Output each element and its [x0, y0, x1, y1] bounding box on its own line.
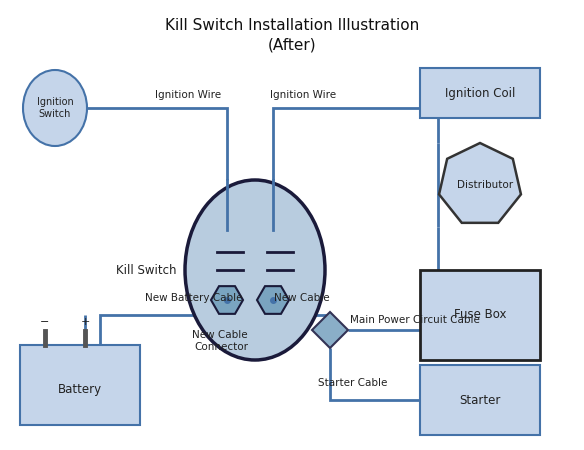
- FancyBboxPatch shape: [20, 345, 140, 425]
- Text: Kill Switch: Kill Switch: [116, 264, 177, 276]
- Text: Ignition Coil: Ignition Coil: [445, 86, 515, 99]
- FancyBboxPatch shape: [420, 270, 540, 360]
- Ellipse shape: [23, 70, 87, 146]
- Polygon shape: [312, 312, 348, 348]
- Text: −: −: [40, 317, 50, 327]
- Text: Main Power Circuit Cable: Main Power Circuit Cable: [350, 315, 480, 325]
- Text: Ignition
Switch: Ignition Switch: [37, 97, 74, 119]
- Polygon shape: [439, 143, 521, 223]
- Text: Distributor: Distributor: [457, 180, 513, 190]
- Ellipse shape: [185, 180, 325, 360]
- Text: New Battery Cable: New Battery Cable: [145, 293, 242, 303]
- Text: Ignition Wire: Ignition Wire: [155, 90, 221, 100]
- Text: Starter: Starter: [459, 393, 500, 406]
- Text: (After): (After): [267, 38, 317, 53]
- Text: Ignition Wire: Ignition Wire: [270, 90, 336, 100]
- Text: Kill Switch Installation Illustration: Kill Switch Installation Illustration: [165, 18, 419, 33]
- Text: New Cable: New Cable: [274, 293, 329, 303]
- Text: Starter Cable: Starter Cable: [318, 378, 387, 388]
- Text: Fuse Box: Fuse Box: [454, 309, 506, 321]
- Text: +: +: [81, 317, 90, 327]
- Text: Battery: Battery: [58, 383, 102, 396]
- Text: New Cable
Connector: New Cable Connector: [192, 330, 248, 351]
- FancyBboxPatch shape: [420, 365, 540, 435]
- FancyBboxPatch shape: [420, 68, 540, 118]
